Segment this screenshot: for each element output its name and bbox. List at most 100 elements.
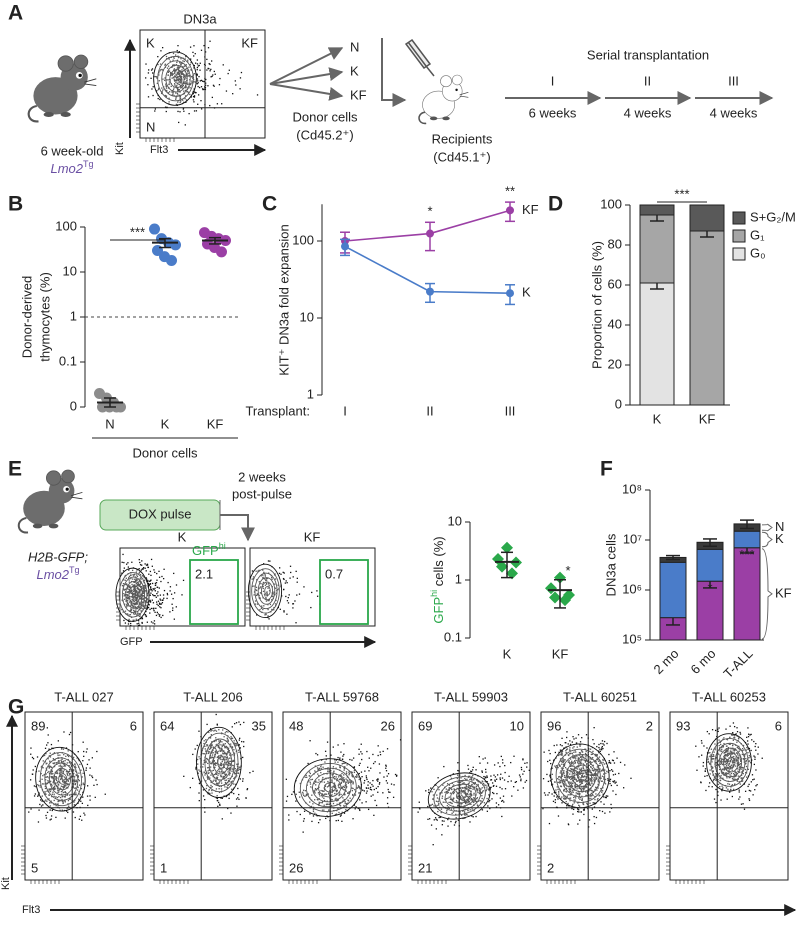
event-dot [68, 762, 70, 764]
event-dot [133, 619, 135, 621]
event-dot [339, 792, 341, 794]
event-dot [168, 70, 171, 72]
event-dot [211, 761, 213, 764]
event-dot [566, 731, 568, 733]
event-dot [468, 801, 470, 804]
dot [111, 401, 122, 413]
event-dot [309, 801, 311, 803]
event-dot [267, 604, 269, 606]
event-dot [179, 66, 181, 68]
event-dot [209, 728, 212, 730]
event-dot [127, 577, 130, 579]
event-dot [158, 587, 160, 589]
event-dot [176, 103, 178, 106]
event-dot [225, 757, 228, 759]
event-dot [147, 580, 149, 583]
event-dot [432, 798, 434, 800]
event-dot [748, 757, 750, 759]
event-dot [203, 88, 205, 90]
event-dot [553, 744, 555, 747]
event-dot [519, 776, 521, 778]
event-dot [125, 606, 128, 608]
event-dot [462, 799, 464, 802]
dot [506, 567, 518, 580]
event-dot [172, 607, 174, 609]
event-dot [572, 754, 574, 756]
event-dot [466, 814, 468, 816]
event-dot [165, 85, 168, 88]
event-dot [479, 791, 481, 793]
event-dot [257, 570, 259, 572]
event-dot [162, 577, 165, 580]
event-dot [577, 780, 579, 782]
event-dot [363, 779, 366, 782]
event-dot [47, 742, 49, 744]
event-dot [128, 618, 130, 621]
event-dot [43, 783, 45, 785]
event-dot [158, 603, 161, 605]
event-dot [138, 595, 140, 598]
event-dot [227, 731, 229, 733]
event-dot [207, 67, 209, 70]
event-dot [609, 769, 611, 772]
event-dot [343, 799, 345, 801]
event-dot [468, 795, 471, 798]
event-dot [65, 792, 67, 794]
event-dot [89, 799, 91, 801]
event-dot [565, 771, 568, 773]
event-dot [37, 784, 39, 786]
event-dot [137, 613, 139, 615]
event-dot [551, 778, 553, 780]
event-dot [154, 108, 157, 110]
event-dot [64, 786, 66, 788]
event-dot [548, 822, 551, 825]
y-tick-label: 0.1 [444, 629, 462, 644]
event-dot [342, 797, 344, 799]
event-dot [266, 579, 268, 581]
event-dot [570, 778, 573, 780]
event-dot [574, 770, 576, 772]
mouse-foot [429, 116, 438, 121]
event-dot [606, 766, 608, 768]
event-dot [37, 795, 39, 797]
event-dot [461, 791, 463, 793]
event-dot [44, 779, 47, 781]
event-dot [159, 70, 161, 72]
y-tick-label: 1 [307, 386, 314, 401]
event-dot [335, 759, 337, 761]
event-dot [291, 793, 293, 796]
panel-label: C [262, 193, 277, 216]
event-dot [578, 771, 581, 773]
event-dot [159, 603, 162, 605]
event-dot [597, 787, 599, 789]
event-dot [551, 767, 554, 769]
event-dot [42, 760, 44, 762]
event-dot [196, 83, 198, 85]
contour [39, 752, 82, 807]
event-dot [585, 753, 588, 756]
event-dot [157, 88, 160, 91]
event-dot [233, 760, 235, 763]
event-dot [591, 808, 593, 810]
event-dot [499, 797, 502, 799]
event-dot [86, 763, 89, 766]
event-dot [215, 744, 217, 746]
event-dot [182, 84, 185, 87]
event-dot [331, 794, 333, 796]
event-dot [178, 75, 180, 78]
event-dot [466, 795, 468, 798]
event-dot [394, 773, 397, 776]
event-dot [585, 757, 587, 760]
event-dot [338, 811, 340, 814]
event-dot [328, 803, 331, 805]
event-dot [60, 790, 63, 793]
event-dot [172, 76, 175, 78]
event-dot [580, 762, 583, 764]
event-dot [593, 781, 596, 783]
event-dot [64, 791, 66, 794]
event-dot [313, 789, 315, 792]
event-dot [216, 723, 218, 725]
event-dot [96, 750, 98, 753]
contour [200, 732, 239, 793]
event-dot [144, 563, 146, 565]
